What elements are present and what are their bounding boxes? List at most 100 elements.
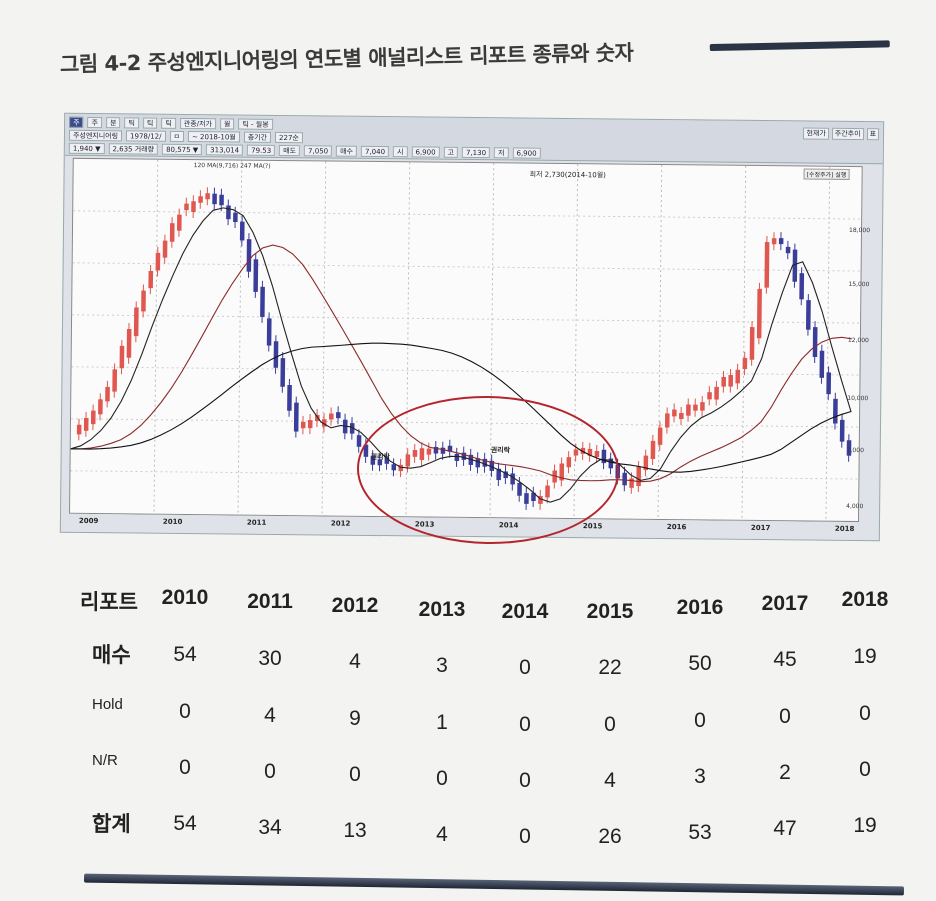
- table-cell: 0: [519, 655, 531, 679]
- toolbar-quote-13[interactable]: 저: [494, 146, 509, 158]
- year-header: 2013: [418, 598, 466, 621]
- table-cell: 0: [179, 700, 191, 723]
- table-cell: 4: [349, 650, 361, 674]
- toolbar-quote-6[interactable]: 7,050: [304, 144, 333, 157]
- grid-line: [321, 161, 327, 518]
- candle-body: [566, 457, 572, 468]
- hts-toolbar: 주 주 분 틱 틱 틱 관종/저가 월 틱 - 월봉 주성엔지니어링 1978/12/ㅁ ~ 201…: [64, 113, 884, 165]
- figure-title: 그림 4-2 주성엔지니어링의 연도별 애널리스트 리포트 종류와 숫자: [59, 40, 634, 77]
- table-cell: 0: [604, 712, 616, 736]
- table-cell: 26: [598, 824, 622, 848]
- toolbar-field-1[interactable]: 1978/12/: [126, 129, 166, 142]
- candle-body: [812, 327, 818, 357]
- y-tick-label: 4,000: [846, 502, 864, 511]
- toolbar-quote-4[interactable]: 79.53: [247, 144, 276, 156]
- grid-line: [657, 164, 663, 521]
- candle-body: [349, 423, 355, 434]
- x-tick-label: 2016: [666, 523, 687, 532]
- candle-body: [293, 402, 299, 432]
- bottom-rule: [83, 873, 905, 896]
- toolbar-field-3[interactable]: ~ 2018-10월: [187, 130, 240, 143]
- candle-body: [83, 417, 89, 431]
- table-cell: 30: [258, 646, 282, 670]
- toolbar-tab-2[interactable]: 분: [105, 116, 121, 128]
- candle-body: [447, 445, 453, 452]
- candle-body: [764, 242, 770, 288]
- table-cell: 4: [436, 822, 448, 846]
- grid-line: [825, 166, 831, 523]
- toolbar-tab-8[interactable]: 틱 - 월봉: [238, 118, 273, 130]
- toolbar-right-btn-0[interactable]: 현재가: [803, 127, 829, 140]
- x-tick-label: 2010: [162, 517, 183, 526]
- table-cell: 19: [853, 813, 877, 837]
- toolbar-quote-11[interactable]: 고: [443, 146, 459, 158]
- candle-body: [771, 238, 777, 245]
- toolbar-quote-10[interactable]: 6,900: [411, 145, 440, 158]
- candle-body: [693, 404, 698, 411]
- candle-body: [76, 424, 82, 435]
- toolbar-right-buttons: 현재가 주간추이 표: [803, 127, 880, 141]
- candle-body: [315, 414, 320, 421]
- toolbar-quote-12[interactable]: 7,130: [461, 146, 491, 158]
- toolbar-row-3: 1,940 ▼ 2,635 거래량 80,575 ▼ 313,014 79.53 매도 7,…: [68, 142, 541, 159]
- toolbar-row-2: 주성엔지니어링 1978/12/ㅁ ~ 2018-10월 총기간 227순: [68, 129, 303, 143]
- year-header: 2010: [161, 586, 209, 609]
- x-tick-label: 2017: [750, 523, 771, 533]
- toolbar-quote-5[interactable]: 매도: [279, 144, 301, 156]
- toolbar-quote-8[interactable]: 7,040: [360, 145, 390, 157]
- toolbar-field-5[interactable]: 227순: [275, 131, 303, 143]
- toolbar-tab-7[interactable]: 월: [219, 117, 235, 130]
- toolbar-field-4[interactable]: 총기간: [243, 131, 272, 143]
- candle-body: [273, 341, 279, 368]
- report-table: 리포트 2010 2011 2012 2013 2014 2015 2016 2017 2018 매…: [70, 568, 900, 868]
- candle-body: [679, 412, 684, 420]
- toolbar-quote-1[interactable]: 2,635 거래량: [108, 142, 159, 155]
- y-tick-label: 10,000: [847, 394, 869, 403]
- toolbar-quote-7[interactable]: 매수: [336, 145, 358, 157]
- candle-body: [839, 419, 845, 442]
- toolbar-field-0[interactable]: 주성엔지니어링: [68, 129, 123, 141]
- candle-body: [233, 212, 238, 223]
- table-cell: 4: [604, 768, 616, 792]
- candle-body: [742, 357, 748, 370]
- toolbar-right-btn-2[interactable]: 표: [866, 128, 880, 141]
- candle-body: [426, 448, 432, 455]
- table-cell: 50: [688, 652, 712, 675]
- candle-body: [517, 482, 522, 496]
- toolbar-tab-5[interactable]: 틱: [161, 117, 176, 129]
- y-tick-label: 12,000: [847, 336, 869, 345]
- table-cell: 0: [859, 701, 871, 725]
- grid-line: [70, 470, 861, 480]
- table-cell: 0: [779, 705, 791, 729]
- table-cell: 45: [773, 648, 797, 672]
- toolbar-quote-3[interactable]: 313,014: [206, 143, 244, 156]
- toolbar-field-2[interactable]: ㅁ: [169, 130, 185, 142]
- toolbar-tab-6[interactable]: 관종/저가: [179, 117, 217, 129]
- candle-body: [573, 449, 579, 456]
- toolbar-tab-0[interactable]: 주: [69, 116, 84, 128]
- candle-body: [370, 456, 376, 465]
- toolbar-quote-14[interactable]: 6,900: [512, 146, 541, 159]
- candle-body: [253, 259, 259, 292]
- toolbar-tab-3[interactable]: 틱: [124, 116, 139, 129]
- table-header-label: 리포트: [80, 591, 138, 614]
- table-cell: 0: [349, 763, 361, 787]
- y-tick-label: 15,000: [848, 280, 870, 289]
- toolbar-quote-9[interactable]: 시: [393, 145, 408, 157]
- toolbar-quote-0[interactable]: 1,940 ▼: [68, 142, 105, 154]
- candle-body: [792, 249, 798, 282]
- toolbar-quote-2[interactable]: 80,575 ▼: [162, 143, 203, 155]
- plot-button[interactable]: [수정주가] 실행: [803, 168, 850, 180]
- candle-body: [307, 420, 313, 429]
- candle-body: [819, 350, 825, 378]
- x-tick-label: 2012: [330, 519, 351, 528]
- toolbar-tab-4[interactable]: 틱: [142, 117, 158, 129]
- table-cell: 3: [694, 765, 706, 788]
- candle-body: [98, 399, 103, 415]
- toolbar-tab-1[interactable]: 주: [87, 116, 103, 128]
- toolbar-right-btn-1[interactable]: 주간추이: [831, 127, 864, 141]
- ma-long-line: [70, 342, 852, 473]
- candle-body: [622, 472, 627, 486]
- candle-body: [205, 193, 210, 200]
- candle-body: [226, 205, 231, 220]
